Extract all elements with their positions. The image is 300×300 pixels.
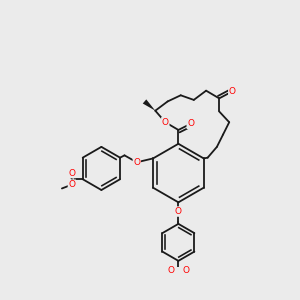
Text: O: O (68, 169, 75, 178)
Text: O: O (168, 266, 175, 275)
Polygon shape (143, 99, 155, 111)
Text: O: O (187, 119, 194, 128)
Text: O: O (162, 118, 169, 127)
Text: O: O (175, 207, 182, 216)
Text: O: O (68, 180, 75, 189)
Text: O: O (133, 158, 140, 167)
Text: O: O (229, 87, 236, 96)
Text: O: O (183, 266, 190, 275)
